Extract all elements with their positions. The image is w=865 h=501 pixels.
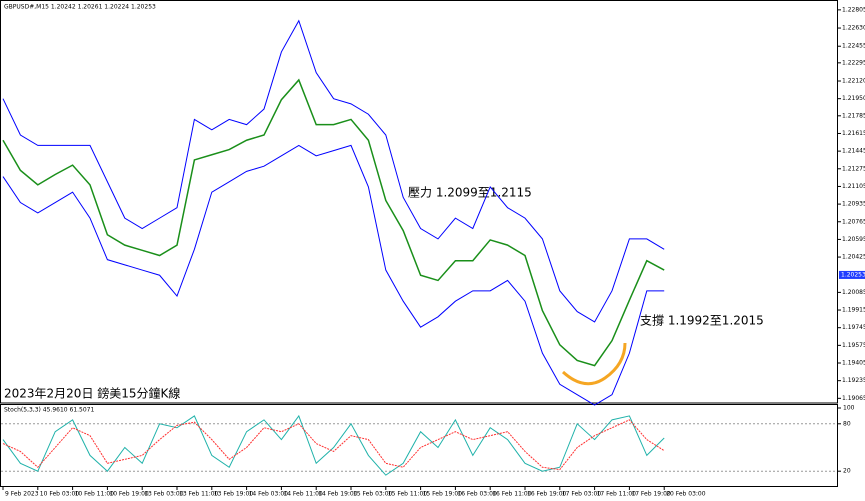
x-tick-label: 13 Feb 03:00 (144, 491, 184, 498)
y-tick-label: 1.21105 (842, 183, 865, 190)
x-tick-label: 15 Feb 19:00 (423, 491, 463, 498)
upper-band (2, 19, 665, 323)
y-tick-label: 1.22455 (842, 43, 865, 50)
current-price-box (839, 270, 865, 279)
y-tick-label: 100 (843, 405, 855, 412)
y-tick-label: 1.20595 (842, 236, 865, 243)
x-tick-label: 17 Feb 11:00 (597, 491, 637, 498)
x-tick-label: 17 Feb 03:00 (562, 491, 602, 498)
y-tick-label: 1.19235 (842, 377, 865, 384)
x-tick-label: 20 Feb 03:00 (666, 491, 706, 498)
y-tick-label: 1.21445 (842, 148, 865, 155)
x-tick-label: 14 Feb 03:00 (249, 491, 289, 498)
x-tick-label: 14 Feb 11:00 (283, 491, 323, 498)
x-tick-label: 15 Feb 03:00 (353, 491, 393, 498)
chart-title: GBPUSD#,M15 1.20242 1.20261 1.20224 1.20… (4, 4, 156, 11)
x-tick-label: 13 Feb 19:00 (214, 491, 254, 498)
stoch-title: Stoch(5,3,3) 45.9610 61.5071 (4, 407, 95, 414)
y-tick-label: 1.20765 (842, 218, 865, 225)
y-tick-label: 1.21785 (842, 112, 865, 119)
stoch-panel (0, 404, 838, 487)
y-tick-label: 1.22630 (842, 25, 865, 32)
y-tick-label: 1.21275 (842, 165, 865, 172)
y-tick-label: 1.19745 (842, 324, 865, 331)
x-tick-label: 17 Feb 19:00 (631, 491, 671, 498)
y-tick-label: 1.19575 (842, 342, 865, 349)
y-tick-label: 1.19405 (842, 360, 865, 367)
lower-band (2, 144, 665, 406)
y-tick-label: 1.19915 (842, 307, 865, 314)
annotation: 支撐 1.1992至1.2015 (640, 314, 764, 328)
y-tick-label: 20 (843, 468, 851, 475)
annotation: 2023年2月20日 鎊美15分鐘K線 (4, 386, 180, 401)
y-tick-label: 1.21615 (842, 130, 865, 137)
y-tick-label: 1.22120 (842, 78, 865, 85)
price-line (2, 78, 665, 367)
x-tick-label: 10 Feb 11:00 (75, 491, 115, 498)
support-curve (561, 342, 627, 386)
annotation: 壓力 1.2099至1.2115 (408, 186, 532, 200)
current-price-label: 1.20253 (841, 271, 865, 278)
x-tick-label: 10 Feb 19:00 (109, 491, 149, 498)
x-tick-label: 16 Feb 03:00 (457, 491, 497, 498)
x-tick-label: 14 Feb 19:00 (318, 491, 358, 498)
x-tick-label: 13 Feb 11:00 (179, 491, 219, 498)
y-tick-label: 1.20085 (842, 289, 865, 296)
y-tick-label: 1.19065 (842, 395, 865, 402)
y-tick-label: 1.22805 (842, 6, 865, 13)
x-tick-label: 16 Feb 19:00 (527, 491, 567, 498)
y-tick-label: 1.21950 (842, 95, 865, 102)
y-tick-label: 1.20935 (842, 201, 865, 208)
x-tick-label: 10 Feb 03:00 (40, 491, 80, 498)
x-tick-label: 9 Feb 2023 (5, 491, 39, 498)
y-tick-label: 1.20425 (842, 254, 865, 261)
x-tick-label: 16 Feb 11:00 (492, 491, 532, 498)
stoch-signal (2, 419, 665, 471)
price-panel (0, 0, 838, 404)
x-tick-label: 15 Feb 11:00 (388, 491, 428, 498)
y-tick-label: 80 (843, 420, 851, 427)
y-tick-label: 1.22295 (842, 59, 865, 66)
